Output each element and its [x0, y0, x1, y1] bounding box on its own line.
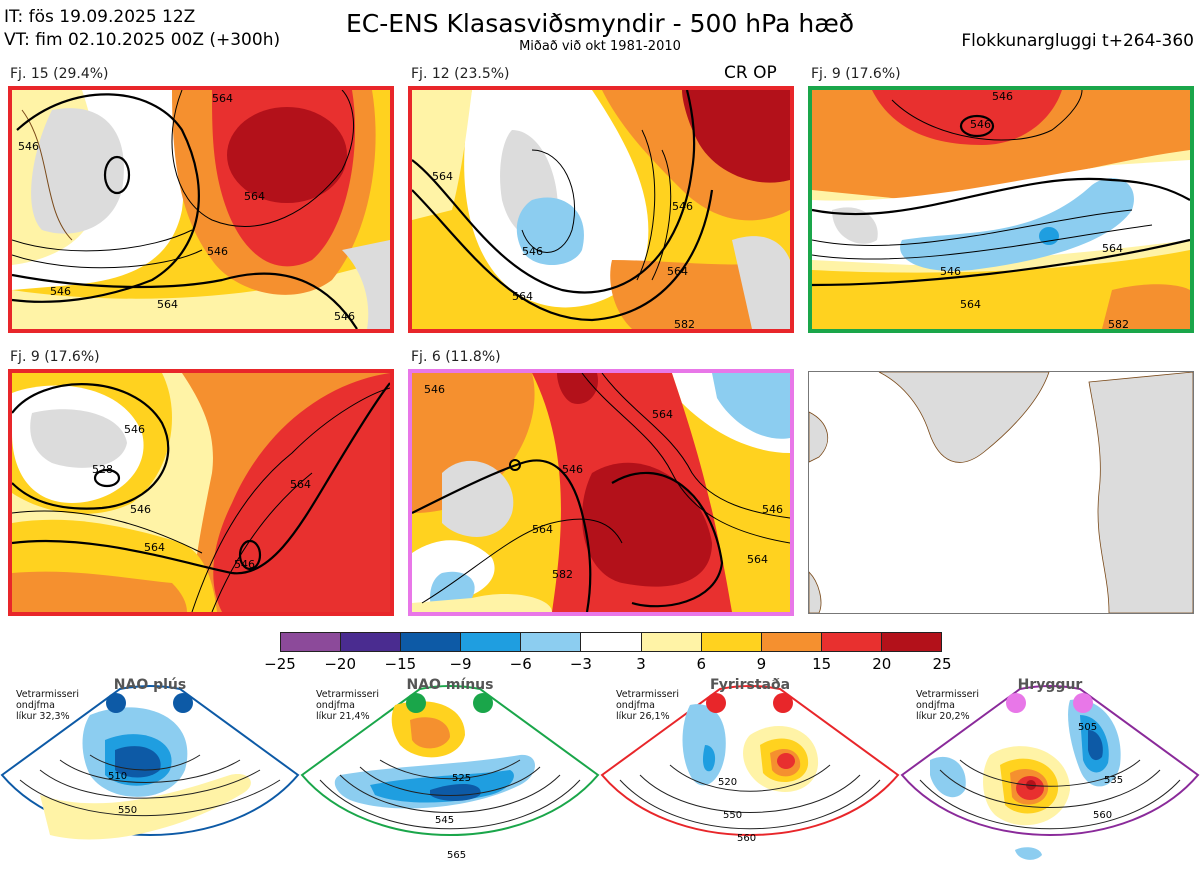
regime-nao-plus: 510 550 NAO plús Vetrarmisseri ondjfma l…	[0, 675, 300, 871]
issue-time: IT: fös 19.09.2025 12Z	[4, 7, 196, 27]
cr-op-label: CR OP	[724, 63, 777, 83]
colorbar-tick-label: −6	[509, 655, 532, 673]
regime3-contour-3: 560	[737, 833, 756, 844]
colorbar-tick-label: −3	[569, 655, 592, 673]
p5-contour-5: 582	[552, 568, 573, 581]
p3-contour-5: 564	[1102, 242, 1123, 255]
header-info: IT: fös 19.09.2025 12Z VT: fim 02.10.202…	[4, 6, 280, 52]
cluster-map-1: 546 546 546 564 564 564 546	[8, 86, 394, 333]
page-subtitle: Miðað við okt 1981-2010	[519, 39, 681, 54]
colorbar-tick-label: −15	[384, 655, 417, 673]
colorbar-tick-label: 3	[636, 655, 646, 673]
regime-info: Vetrarmisseri ondjfma líkur 20,2%	[916, 689, 979, 722]
regime4-contour-3: 560	[1093, 810, 1112, 821]
regime3-contour-1: 520	[718, 777, 737, 788]
p3-contour-3: 546	[940, 265, 961, 278]
p5-contour-3: 564	[532, 523, 553, 536]
regime2-contour-3: 565	[447, 850, 466, 861]
p3-contour-6: 582	[1108, 318, 1129, 329]
blank-base-map	[808, 371, 1194, 614]
colorbar-swatch	[341, 633, 402, 651]
p1-contour-5: 564	[244, 190, 265, 203]
regime-name: NAO mínus	[406, 677, 494, 693]
p4-contour-4: 564	[144, 541, 165, 554]
p2-contour-1: 564	[432, 170, 453, 183]
panel-label-3: Fj. 9 (17.6%)	[811, 66, 901, 82]
cluster-map-2: 564 546 546 564 564 582	[408, 86, 794, 333]
regime-info: Vetrarmisseri ondjfma líkur 26,1%	[616, 689, 679, 722]
p2-contour-3: 546	[672, 200, 693, 213]
regime-blocking: 520 550 560 Fyrirstaða Vetrarmisseri ond…	[600, 675, 900, 871]
panel-label-5: Fj. 6 (11.8%)	[411, 349, 501, 365]
regime-info: Vetrarmisseri ondjfma líkur 32,3%	[16, 689, 79, 722]
p4-contour-6: 564	[290, 478, 311, 491]
p3-contour-2: 546	[970, 118, 991, 131]
regime1-contour-1: 510	[108, 771, 127, 782]
colorbar-tick-label: 6	[696, 655, 707, 673]
colorbar-tick-label: −9	[449, 655, 472, 673]
colorbar-tick-label: 15	[812, 655, 832, 673]
regime3-contour-2: 550	[723, 810, 742, 821]
p1-contour-3: 546	[18, 140, 39, 153]
colorbar-swatch	[521, 633, 582, 651]
panel-label-1: Fj. 15 (29.4%)	[10, 66, 109, 82]
colorbar-swatch	[641, 633, 702, 651]
colorbar-swatch	[281, 633, 342, 651]
p2-contour-2: 546	[522, 245, 543, 258]
colorbar-tick-label: 20	[872, 655, 892, 673]
classification-window: Flokkunargluggi t+264-360	[961, 31, 1194, 51]
colorbar-swatch	[461, 633, 522, 651]
colorbar-swatch	[821, 633, 882, 651]
p2-contour-5: 564	[667, 265, 688, 278]
colorbar-swatch	[881, 633, 942, 651]
colorbar-tick-label: −20	[324, 655, 356, 673]
p5-contour-4: 546	[562, 463, 583, 476]
p1-contour-6: 564	[212, 92, 233, 105]
regime4-contour-1: 505	[1078, 722, 1097, 733]
cluster-map-3: 546 546 546 564 564 582	[808, 86, 1194, 333]
colorbar-swatch	[701, 633, 762, 651]
p1-contour-4: 564	[157, 298, 178, 311]
colorbar-swatch	[581, 633, 642, 651]
p2-contour-4: 564	[512, 290, 533, 303]
cluster-map-5: 546 564 564 546 582 546 564	[408, 369, 794, 616]
p4-contour-1: 546	[124, 423, 145, 436]
colorbar	[280, 632, 942, 652]
regime-nao-minus: 525 545 565 NAO mínus Vetrarmisseri ondj…	[300, 675, 600, 871]
panel-label-4: Fj. 9 (17.6%)	[10, 349, 100, 365]
page-title: EC-ENS Klasasviðsmyndir - 500 hPa hæð	[345, 9, 855, 38]
regime-name: Fyrirstaða	[709, 677, 791, 693]
p1-contour-2: 546	[207, 245, 228, 258]
regime2-contour-1: 525	[452, 773, 471, 784]
p3-contour-4: 564	[960, 298, 981, 311]
colorbar-tick-label: −25	[264, 655, 296, 673]
regime1-contour-2: 550	[118, 805, 137, 816]
p5-contour-7: 564	[747, 553, 768, 566]
panel-label-2: Fj. 12 (23.5%)	[411, 66, 510, 82]
valid-time: VT: fim 02.10.2025 00Z (+300h)	[4, 30, 281, 50]
p4-contour-5: 546	[234, 558, 255, 571]
colorbar-tick-label: 9	[756, 655, 767, 673]
regime-info: Vetrarmisseri ondjfma líkur 21,4%	[316, 689, 379, 722]
p1-contour-7: 546	[334, 310, 355, 323]
regime4-contour-2: 535	[1104, 775, 1123, 786]
p2-contour-6: 582	[674, 318, 695, 329]
colorbar-swatch	[401, 633, 462, 651]
regime2-contour-2: 545	[435, 815, 454, 826]
p5-contour-1: 546	[424, 383, 445, 396]
p5-contour-6: 546	[762, 503, 783, 516]
colorbar-tick-label: 25	[932, 655, 952, 673]
regime-ridge: 505 535 560 Hryggur Vetrarmisseri ondjfm…	[900, 675, 1200, 871]
colorbar-swatch	[761, 633, 822, 651]
regime-name: NAO plús	[113, 677, 187, 693]
cluster-map-4: 546 528 546 564 546 564	[8, 369, 394, 616]
p5-contour-2: 564	[652, 408, 673, 421]
p4-contour-2: 528	[92, 463, 113, 476]
colorbar-ticks: −25 −20 −15 −9 −6 −3 3 6 9 15 20 25	[264, 655, 951, 675]
p1-contour-1: 546	[50, 285, 71, 298]
p3-contour-1: 546	[992, 90, 1013, 103]
p4-contour-3: 546	[130, 503, 151, 516]
regime-name: Hryggur	[1017, 677, 1083, 693]
